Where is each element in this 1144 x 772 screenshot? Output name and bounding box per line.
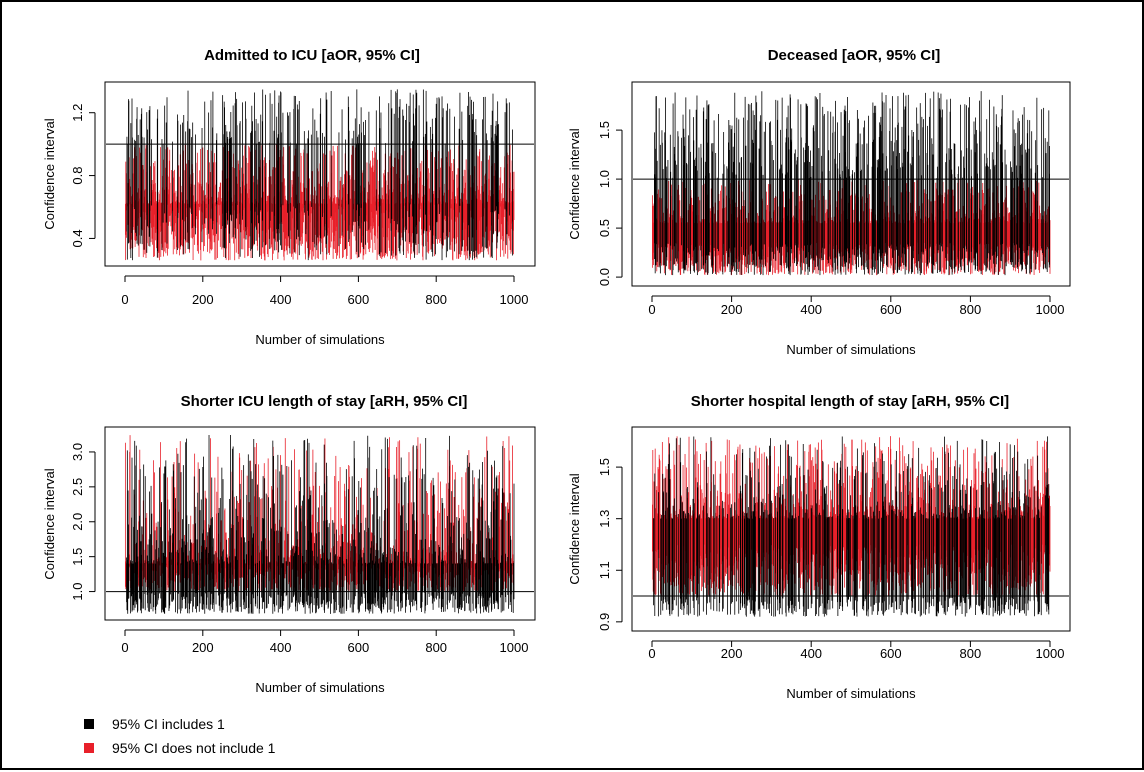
plot-frame	[631, 81, 1071, 287]
y-tick-label: 0.5	[597, 219, 612, 237]
x-tick-label: 600	[880, 646, 902, 661]
ci-group-includes-1	[653, 436, 1050, 617]
x-axis-label: Number of simulations	[786, 342, 916, 357]
panel-hospital-length-of-stay: Shorter hospital length of stay [aRH, 95…	[567, 393, 1071, 701]
y-tick-label: 0.4	[70, 229, 85, 247]
legend-swatch-red	[84, 743, 94, 753]
x-tick-label: 600	[348, 292, 370, 307]
y-axis-label: Confidence interval	[567, 128, 582, 239]
y-axis-label: Confidence interval	[42, 118, 57, 229]
x-tick-label: 400	[800, 646, 822, 661]
x-tick-label: 1000	[500, 640, 529, 655]
x-tick-label: 200	[721, 646, 743, 661]
y-tick-label: 1.5	[70, 548, 85, 566]
x-tick-label: 1000	[1036, 302, 1065, 317]
x-tick-label: 600	[880, 302, 902, 317]
axes: 0 200 400 600 800 1000 0.0 0.5 1.0 1.5	[597, 121, 1064, 317]
y-axis-label: Confidence interval	[42, 468, 57, 579]
panel-deceased: Deceased [aOR, 95% CI] 0 200 400 600 800 1000…	[567, 47, 1071, 357]
x-tick-label: 600	[348, 640, 370, 655]
legend-label-includes-1: 95% CI includes 1	[112, 716, 225, 732]
panel-title: Shorter ICU length of stay [aRH, 95% CI]	[181, 393, 468, 410]
panel-icu-length-of-stay: Shorter ICU length of stay [aRH, 95% CI]…	[42, 393, 536, 695]
ci-group-includes-1	[126, 89, 513, 261]
x-tick-label: 200	[721, 302, 743, 317]
y-tick-label: 1.0	[70, 583, 85, 601]
axes: 0 200 400 600 800 1000 0.9 1.1 1.3 1.5	[597, 458, 1064, 661]
y-tick-label: 2.0	[70, 513, 85, 531]
plot-frame	[631, 426, 1071, 632]
panel-admitted-icu: Admitted to ICU [aOR, 95% CI] 0 200 400 600…	[42, 47, 536, 347]
y-tick-label: 2.5	[70, 478, 85, 496]
x-tick-label: 400	[270, 292, 292, 307]
x-tick-label: 1000	[1036, 646, 1065, 661]
x-axis-label: Number of simulations	[786, 686, 916, 701]
x-tick-label: 800	[960, 302, 982, 317]
y-axis-label: Confidence interval	[567, 473, 582, 584]
axes: 0 200 400 600 800 1000 1.0 1.5 2.0 2.5 3.0	[70, 443, 528, 655]
y-tick-label: 3.0	[70, 443, 85, 461]
y-tick-label: 1.1	[597, 561, 612, 579]
legend: 95% CI includes 1 95% CI does not includ…	[84, 716, 276, 756]
legend-swatch-black	[84, 719, 94, 729]
y-tick-label: 0.0	[597, 268, 612, 286]
x-tick-label: 800	[960, 646, 982, 661]
x-tick-label: 800	[425, 640, 447, 655]
x-tick-label: 0	[121, 292, 128, 307]
plot-frame	[104, 426, 536, 621]
y-tick-label: 1.3	[597, 510, 612, 528]
x-tick-label: 400	[270, 640, 292, 655]
y-tick-label: 1.5	[597, 458, 612, 476]
panel-title: Deceased [aOR, 95% CI]	[768, 47, 941, 64]
panel-title: Shorter hospital length of stay [aRH, 95…	[691, 393, 1009, 410]
x-tick-label: 200	[192, 292, 214, 307]
x-tick-label: 0	[648, 646, 655, 661]
y-tick-label: 1.0	[597, 170, 612, 188]
x-tick-label: 200	[192, 640, 214, 655]
y-tick-label: 1.2	[70, 104, 85, 122]
x-axis-label: Number of simulations	[255, 680, 385, 695]
ci-lines	[106, 89, 534, 261]
ci-lines	[633, 436, 1069, 617]
ci-group-includes-1	[653, 91, 1050, 276]
legend-label-excludes-1: 95% CI does not include 1	[112, 740, 276, 756]
ci-lines	[106, 434, 534, 614]
plot-frame	[104, 81, 536, 267]
x-axis-label: Number of simulations	[255, 332, 385, 347]
x-tick-label: 1000	[500, 292, 529, 307]
axes: 0 200 400 600 800 1000 0.4 0.8 1.2	[70, 104, 528, 307]
y-tick-label: 0.8	[70, 167, 85, 185]
ci-group-includes-1	[126, 434, 515, 614]
x-tick-label: 0	[121, 640, 128, 655]
panel-title: Admitted to ICU [aOR, 95% CI]	[204, 47, 420, 64]
y-tick-label: 1.5	[597, 121, 612, 139]
y-tick-label: 0.9	[597, 613, 612, 631]
x-tick-label: 0	[648, 302, 655, 317]
ci-lines	[633, 91, 1069, 276]
x-tick-label: 400	[800, 302, 822, 317]
x-tick-label: 800	[425, 292, 447, 307]
